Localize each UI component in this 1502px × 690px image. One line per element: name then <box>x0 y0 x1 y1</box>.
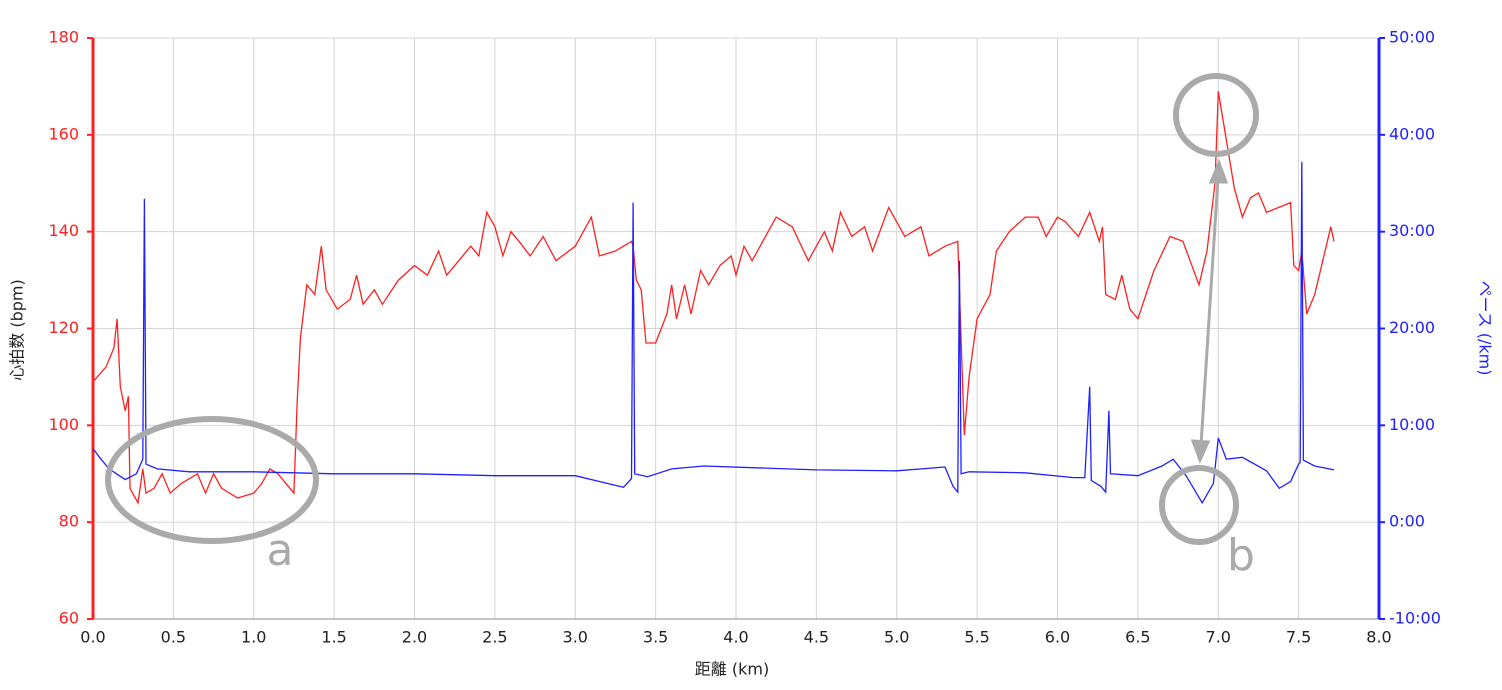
x-tick-label: 3.5 <box>643 628 668 647</box>
annotation-ellipse <box>1173 73 1259 157</box>
x-tick-label: 1.5 <box>321 628 346 647</box>
x-tick-label: 0.5 <box>161 628 186 647</box>
x-tick-label: 2.5 <box>482 628 507 647</box>
x-tick-label: 5.5 <box>964 628 989 647</box>
annotation-arrow <box>1190 158 1229 464</box>
y-tick-label: 120 <box>48 318 79 337</box>
x-tick-label: 2.0 <box>402 628 427 647</box>
y-tick-label: 80 <box>59 512 79 531</box>
series-line <box>92 161 1335 505</box>
y-tick-label: 160 <box>48 124 79 143</box>
annotation-label: a <box>267 525 294 576</box>
y-axis-label: 心拍数 (bpm) <box>8 279 27 380</box>
annotation-label: b <box>1227 530 1255 581</box>
x-tick-label: 5.0 <box>884 628 909 647</box>
annotation-ellipse <box>1159 465 1239 545</box>
y2-tick-label: 50:00 <box>1389 28 1435 47</box>
x-tick-label: 8.0 <box>1366 628 1391 647</box>
x-tick-label: 4.5 <box>804 628 829 647</box>
y2-tick-label: 20:00 <box>1389 318 1435 337</box>
y2-tick-label: 40:00 <box>1389 124 1435 143</box>
y-tick-label: 100 <box>48 415 79 434</box>
x-axis-label: 距離 (km) <box>695 660 769 679</box>
y2-tick-label: -10:00 <box>1389 609 1441 628</box>
annotation-ellipse <box>105 416 319 544</box>
x-tick-label: 4.0 <box>723 628 748 647</box>
series-line <box>92 91 1335 505</box>
x-tick-label: 6.0 <box>1045 628 1070 647</box>
x-tick-label: 6.5 <box>1125 628 1150 647</box>
x-tick-label: 0.0 <box>80 628 105 647</box>
y2-tick-label: 30:00 <box>1389 221 1435 240</box>
y-tick-label: 140 <box>48 221 79 240</box>
x-tick-label: 3.0 <box>563 628 588 647</box>
x-tick-label: 1.0 <box>241 628 266 647</box>
y2-tick-label: 10:00 <box>1389 415 1435 434</box>
y2-tick-label: 0:00 <box>1389 512 1425 531</box>
y-tick-label: 180 <box>48 28 79 47</box>
y2-axis-label: ペース (/km) <box>1476 280 1495 375</box>
x-tick-label: 7.0 <box>1206 628 1231 647</box>
x-tick-label: 7.5 <box>1286 628 1311 647</box>
y-tick-label: 60 <box>59 609 79 628</box>
plot: 0.0 0.5 1.0 1.5 2.0 2.5 3.0 3.5 4.0 4.5 5.0 5.5 6.0 6… <box>48 28 1440 647</box>
